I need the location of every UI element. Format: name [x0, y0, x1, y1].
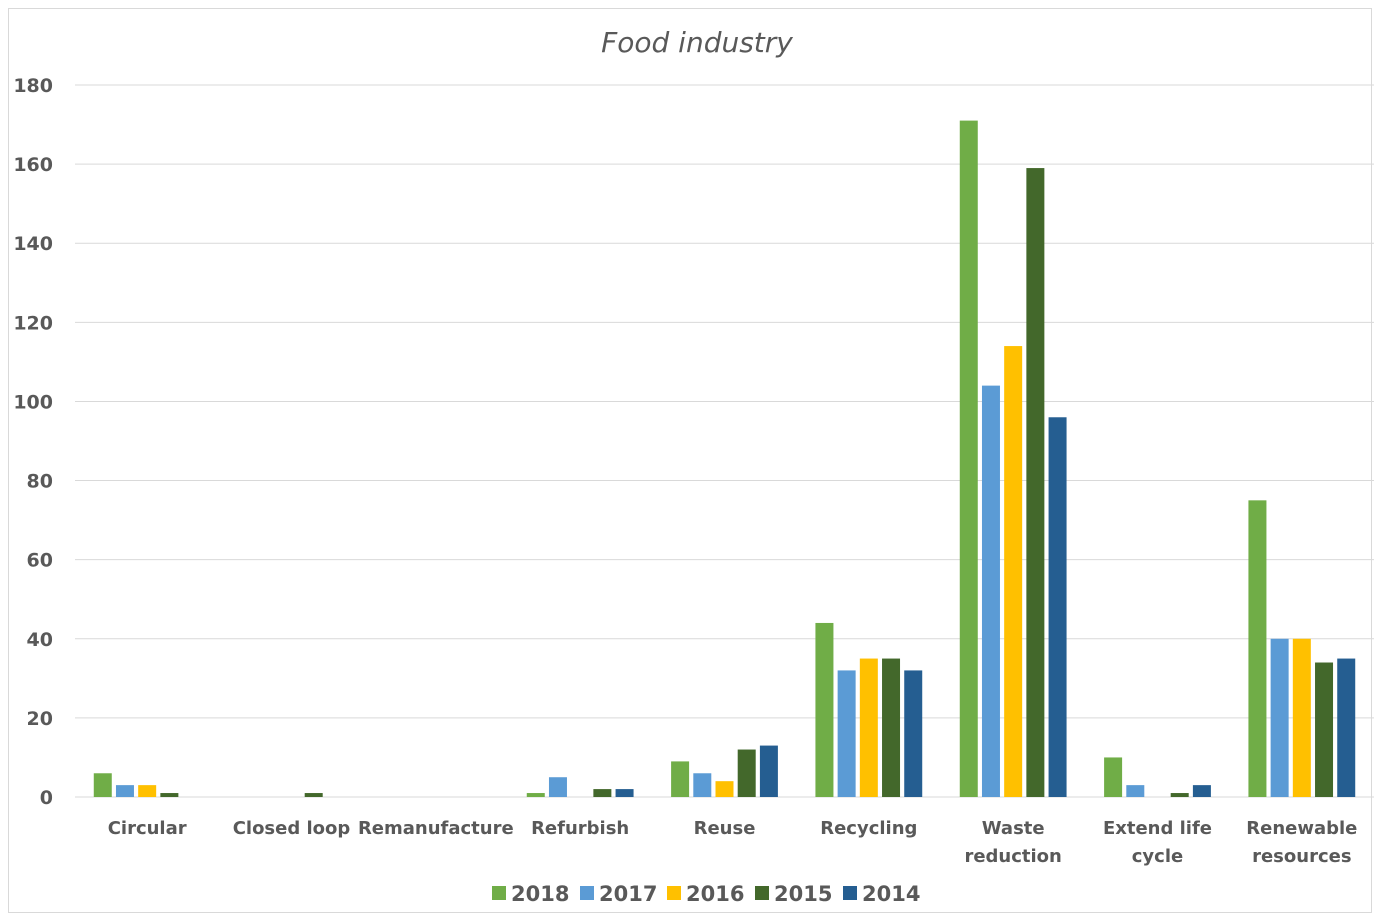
x-tick-label-line: resources	[1252, 846, 1351, 867]
bar-2017	[981, 385, 1000, 797]
x-tick-label-line: Extend life	[1103, 818, 1212, 839]
x-tick-label: Refurbish	[531, 818, 629, 839]
bar-2015	[1170, 793, 1189, 797]
y-tick-label: 100	[13, 391, 53, 413]
y-tick-label: 40	[27, 629, 53, 651]
bar-2018	[671, 761, 690, 797]
x-tick-label: Renewable resources	[1246, 818, 1357, 867]
legend-label: 2017	[599, 882, 657, 906]
bar-2016	[138, 785, 157, 797]
x-tick-label: Recycling	[820, 818, 917, 839]
bar-2016	[1004, 346, 1023, 797]
x-tick-label: Closed loop	[233, 818, 351, 839]
bar-2014	[1337, 658, 1356, 797]
bar-2015	[737, 749, 756, 797]
bar-2015	[160, 793, 179, 797]
y-axis-ticks: 0 20 40 60 80 100 120 140 160 180	[13, 75, 53, 809]
bar-2014	[615, 789, 634, 797]
y-tick-label: 160	[13, 154, 53, 176]
x-tick-label-line: Closed loop	[233, 818, 351, 839]
x-tick-label: Waste reduction	[964, 818, 1061, 867]
legend-swatch-2015	[755, 886, 769, 900]
x-tick-label: Reuse	[694, 818, 756, 839]
bar-2018	[959, 120, 978, 798]
legend-label: 2015	[774, 882, 832, 906]
chart-frame	[8, 8, 1372, 913]
bar-2015	[304, 793, 323, 797]
y-tick-label: 20	[27, 708, 53, 730]
bar-2014	[759, 745, 778, 797]
bar-2015	[1026, 168, 1045, 798]
legend-swatch-2017	[580, 886, 594, 900]
x-tick-label-line: cycle	[1132, 846, 1183, 867]
y-tick-label: 80	[27, 471, 53, 493]
x-tick-label: Remanufacture	[358, 818, 514, 839]
bar-2018	[1104, 757, 1123, 797]
bar-2017	[837, 670, 856, 797]
legend-label: 2018	[511, 882, 569, 906]
bar-2018	[93, 773, 112, 797]
bar-2016	[715, 781, 734, 797]
bar-2015	[1315, 662, 1334, 797]
x-tick-label-line: Waste	[982, 818, 1045, 839]
y-tick-label: 60	[27, 550, 53, 572]
bar-2017	[548, 777, 567, 797]
bar-2016	[1292, 638, 1311, 797]
x-tick-label-line: Recycling	[820, 818, 917, 839]
bar-2018	[1248, 500, 1267, 797]
y-tick-label: 180	[13, 75, 53, 97]
legend-swatch-2016	[667, 886, 681, 900]
x-tick-label: Extend life cycle	[1103, 818, 1212, 867]
x-tick-label: Circular	[108, 818, 187, 839]
x-axis-labels: Circular Closed loop Remanufacture Refurbis…	[108, 818, 1358, 867]
y-tick-label: 140	[13, 233, 53, 255]
x-tick-label-line: Remanufacture	[358, 818, 514, 839]
bar-2014	[904, 670, 923, 797]
x-tick-label-line: reduction	[964, 846, 1061, 867]
legend-label: 2016	[686, 882, 744, 906]
bar-2014	[1192, 785, 1211, 797]
bar-2015	[593, 789, 612, 797]
legend: 2018 2017 2016 2015 2014	[492, 882, 920, 906]
legend-swatch-2014	[843, 886, 857, 900]
bar-2016	[859, 658, 878, 797]
bar-2017	[693, 773, 712, 797]
bar-2018	[815, 622, 834, 797]
bar-2014	[1048, 417, 1067, 797]
x-tick-label-line: Circular	[108, 818, 187, 839]
bars	[93, 120, 1356, 798]
bar-2017	[1270, 638, 1289, 797]
x-tick-label-line: Refurbish	[531, 818, 629, 839]
bar-2017	[1126, 785, 1145, 797]
bar-2018	[526, 793, 545, 797]
legend-swatch-2018	[492, 886, 506, 900]
y-tick-label: 120	[13, 312, 53, 334]
gridlines	[75, 84, 1374, 798]
legend-label: 2014	[862, 882, 920, 906]
chart-title: Food industry	[601, 26, 793, 59]
x-tick-label-line: Reuse	[694, 818, 756, 839]
bar-2017	[115, 785, 134, 797]
bar-2015	[882, 658, 901, 797]
y-tick-label: 0	[40, 787, 53, 809]
x-tick-label-line: Renewable	[1246, 818, 1357, 839]
